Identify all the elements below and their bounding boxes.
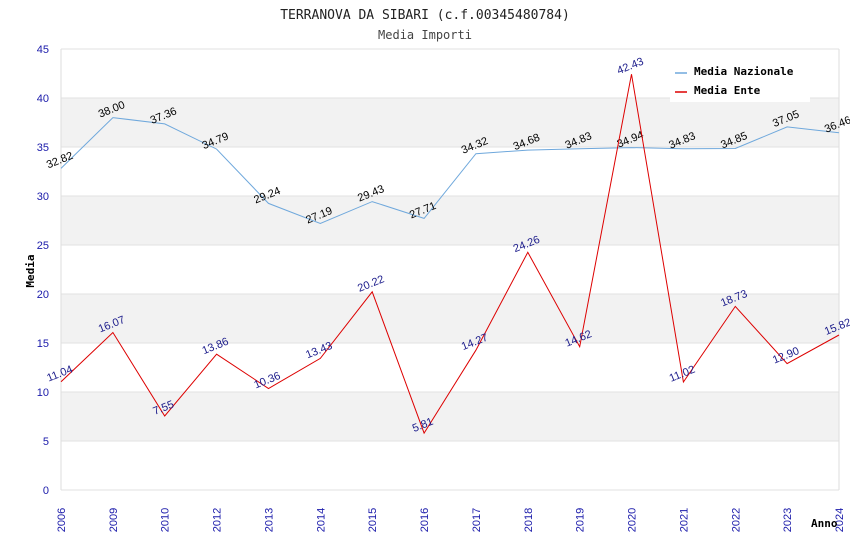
y-tick-label: 5 [43, 436, 49, 448]
data-label: 11.02 [668, 364, 697, 385]
y-axis-ticks: 0 5 10 15 20 25 30 35 40 45 [37, 44, 49, 497]
y-tick-label: 35 [37, 142, 49, 154]
y-tick-label: 20 [37, 289, 49, 301]
x-tick-label: 2012 [212, 508, 224, 532]
grid-band [61, 392, 839, 441]
y-tick-label: 45 [37, 44, 49, 56]
grid-band [61, 294, 839, 343]
grid-band [61, 98, 839, 147]
data-label: 12.90 [771, 345, 801, 366]
x-tick-label: 2013 [263, 508, 275, 532]
data-label: 20.22 [356, 273, 386, 294]
x-tick-label: 2015 [367, 508, 379, 532]
data-label: 42.43 [615, 56, 645, 77]
x-tick-label: 2019 [575, 508, 587, 532]
grid-band [61, 196, 839, 245]
legend-label-media-ente: Media Ente [694, 84, 761, 97]
y-tick-label: 30 [37, 191, 49, 203]
x-tick-label: 2022 [730, 508, 742, 532]
legend: Media Nazionale Media Ente [670, 58, 810, 102]
x-tick-label: 2009 [108, 508, 120, 532]
y-axis-label: Media [24, 254, 37, 287]
data-label: 32.82 [45, 150, 75, 171]
legend-background [670, 58, 810, 102]
chart-title: TERRANOVA DA SIBARI (c.f.00345480784) [280, 8, 570, 23]
chart-subtitle: Media Importi [378, 28, 472, 42]
grid-lines [60, 48, 840, 491]
grid-bands [61, 98, 839, 441]
series-line-media-ente [60, 74, 840, 435]
data-label: 11.04 [45, 363, 74, 384]
y-tick-label: 15 [37, 338, 49, 350]
x-tick-label: 2024 [834, 508, 846, 532]
y-tick-label: 10 [37, 387, 49, 399]
series-line-media-nazionale [60, 117, 840, 225]
x-tick-label: 2014 [315, 508, 327, 532]
y-tick-label: 25 [37, 240, 49, 252]
y-tick-label: 40 [37, 93, 49, 105]
x-tick-label: 2018 [523, 508, 535, 532]
x-axis-label: Anno [811, 517, 838, 530]
x-tick-label: 2010 [160, 508, 172, 532]
x-tick-label: 2023 [782, 508, 794, 532]
x-tick-label: 2016 [419, 508, 431, 532]
x-tick-label: 2006 [56, 508, 68, 532]
legend-label-media-nazionale: Media Nazionale [694, 65, 794, 78]
x-axis-ticks: 2006 2009 2010 2012 2013 2014 2015 2016 2017 2018… [56, 508, 846, 532]
y-tick-label: 0 [43, 485, 49, 497]
x-tick-label: 2017 [471, 508, 483, 532]
x-tick-label: 2021 [678, 508, 690, 532]
x-tick-label: 2020 [627, 508, 639, 532]
